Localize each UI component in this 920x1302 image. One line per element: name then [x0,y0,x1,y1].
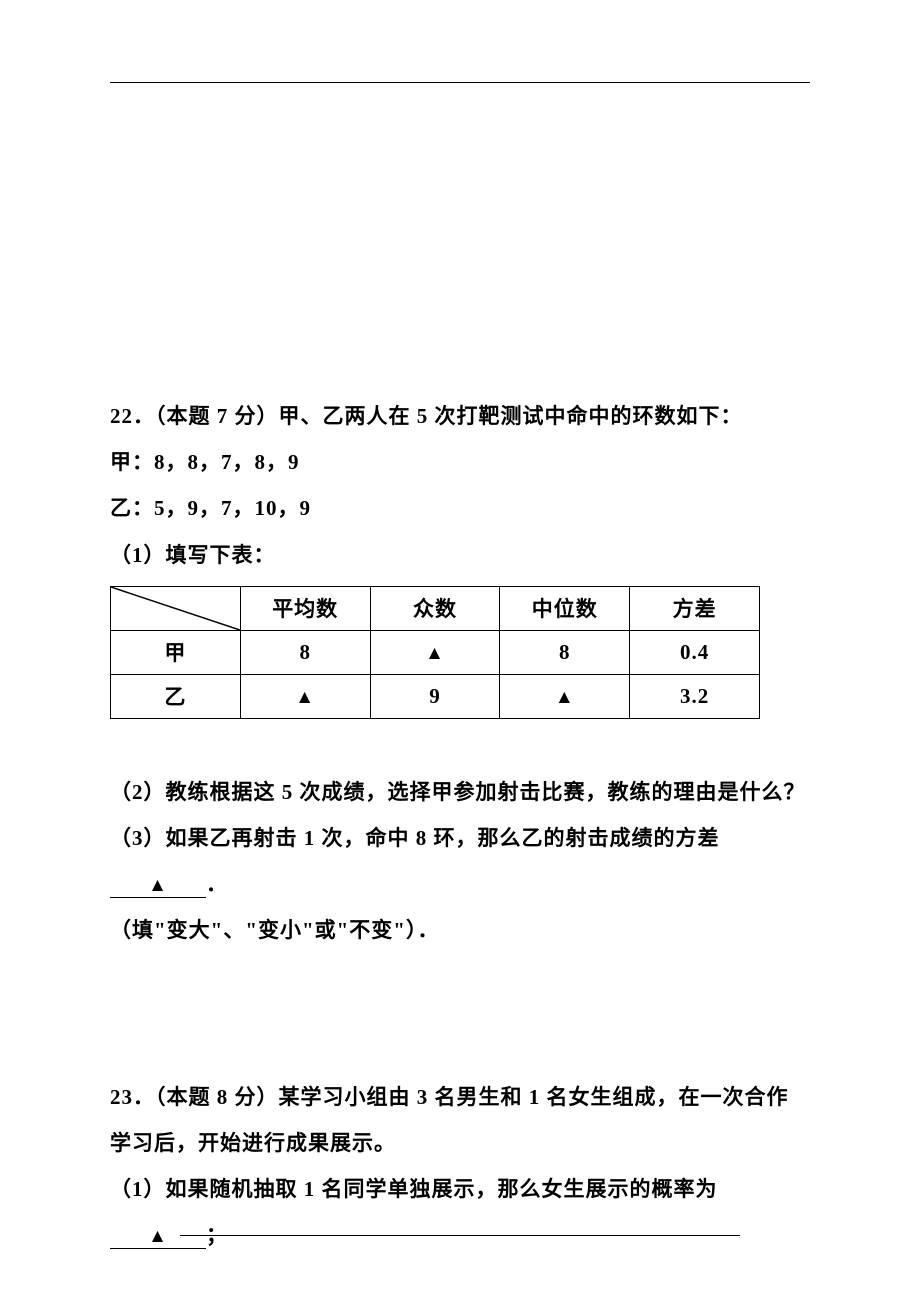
table-cell: 9 [370,674,500,718]
blank-triangle-icon: ▲ [148,875,168,896]
q22-part3-prefix: （3）如果乙再射击 1 次，命中 8 环，那么乙的射击成绩的方差 [110,826,720,850]
page-container: 22．（本题 7 分）甲、乙两人在 5 次打靶测试中命中的环数如下： 甲：8，8… [0,0,920,1302]
table-cell: ▲ [370,630,500,674]
bottom-border-line [180,1235,740,1236]
blank-triangle-icon: ▲ [295,687,315,708]
q22-data-jia: 甲：8，8，7，8，9 [110,439,810,485]
fill-blank: ▲ [110,1225,206,1249]
table-cell: ▲ [500,674,630,718]
q22-data-yi: 乙：5，9，7，10，9 [110,485,810,531]
q22-part2: （2）教练根据这 5 次成绩，选择甲参加射击比赛，教练的理由是什么？ [110,769,810,815]
table-cell: 8 [500,630,630,674]
table-cell: 3.2 [630,674,760,718]
q23-part1-prefix: （1）如果随机抽取 1 名同学单独展示，那么女生展示的概率为 [110,1177,718,1201]
blank-triangle-icon: ▲ [148,1226,168,1247]
table-row-label-yi: 乙 [111,674,241,718]
spacer [110,954,810,1074]
spacer [110,739,810,769]
table-row: 甲 8 ▲ 8 0.4 [111,630,760,674]
table-row: 平均数 众数 中位数 方差 [111,586,760,630]
q22-part1-label: （1）填写下表： [110,532,810,578]
q23-part1: （1）如果随机抽取 1 名同学单独展示，那么女生展示的概率为▲； [110,1166,810,1258]
q22-part3-suffix: ． [206,872,228,896]
table-header-mode: 众数 [370,586,500,630]
q22-part3-note: （填"变大"、"变小"或"不变"）． [110,907,810,953]
table-row-label-jia: 甲 [111,630,241,674]
q23-heading: 23．（本题 8 分）某学习小组由 3 名男生和 1 名女生组成，在一次合作学习… [110,1074,810,1166]
diagonal-line-icon [111,587,240,630]
table-header-median: 中位数 [500,586,630,630]
fill-blank: ▲ [110,874,206,898]
q22-heading: 22．（本题 7 分）甲、乙两人在 5 次打靶测试中命中的环数如下： [110,393,810,439]
q22-table: 平均数 众数 中位数 方差 甲 8 ▲ 8 0.4 乙 ▲ 9 ▲ [110,586,760,719]
table-header-variance: 方差 [630,586,760,630]
table-cell: ▲ [240,674,370,718]
table-row: 乙 ▲ 9 ▲ 3.2 [111,674,760,718]
table-header-diagonal [111,586,241,630]
content-area: 22．（本题 7 分）甲、乙两人在 5 次打靶测试中命中的环数如下： 甲：8，8… [110,83,810,1258]
blank-triangle-icon: ▲ [555,687,575,708]
blank-triangle-icon: ▲ [425,643,445,664]
q22-table-wrapper: 平均数 众数 中位数 方差 甲 8 ▲ 8 0.4 乙 ▲ 9 ▲ [110,586,810,719]
table-cell: 8 [240,630,370,674]
q22-part3: （3）如果乙再射击 1 次，命中 8 环，那么乙的射击成绩的方差 ▲ ． [110,815,810,907]
table-cell: 0.4 [630,630,760,674]
table-header-mean: 平均数 [240,586,370,630]
